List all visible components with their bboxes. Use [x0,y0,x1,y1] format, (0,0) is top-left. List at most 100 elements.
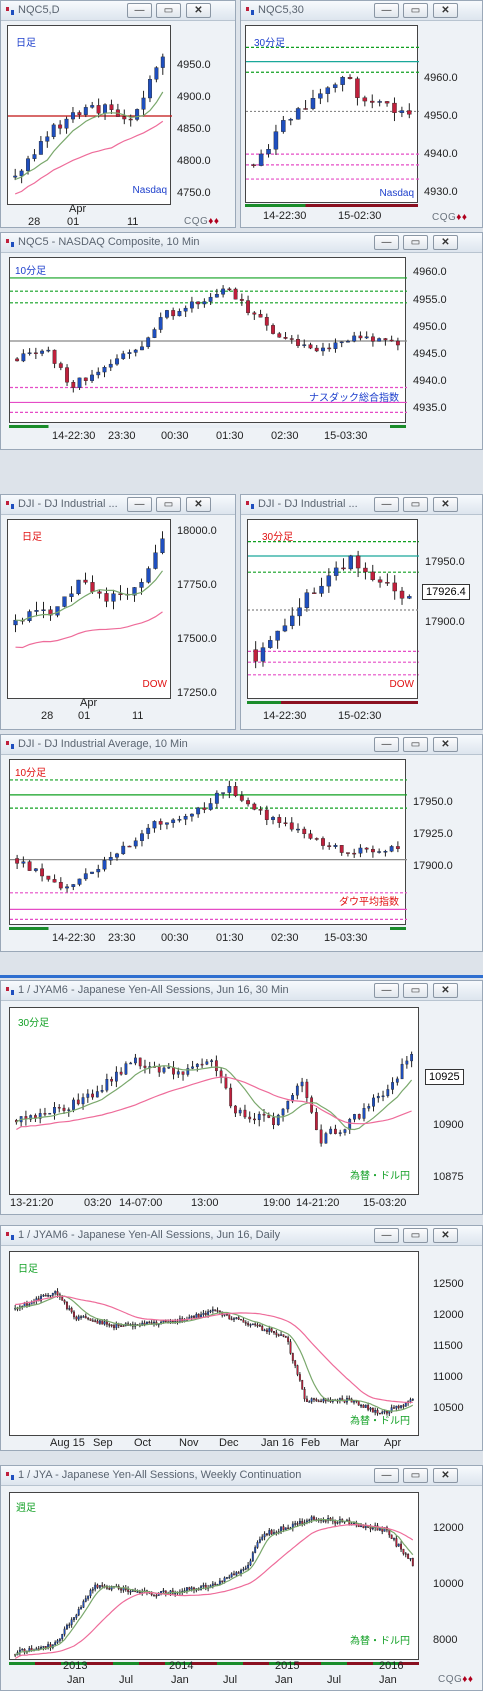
down-candle [395,1538,398,1547]
chart-plot-area[interactable]: 30分足 Nasdaq [245,25,419,203]
title-bar[interactable]: 1 / JYA - Japanese Yen-All Sessions, Wee… [1,1466,482,1486]
minimize-button[interactable]: — [374,983,399,998]
down-candle [193,1316,195,1318]
y-tick: 17900.0 [425,616,465,628]
up-candle [297,607,302,617]
title-bar[interactable]: DJI - DJ Industrial ... — ▭ ✕ [1,495,235,515]
restore-button[interactable]: ▭ [403,3,428,18]
close-button[interactable]: ✕ [186,497,211,512]
chart-plot-area[interactable]: 30分足 為替・ドル円 [9,1007,419,1195]
close-button[interactable]: ✕ [433,235,458,250]
down-candle [308,344,313,349]
up-candle [69,593,74,597]
close-button[interactable]: ✕ [433,3,458,18]
y-tick: 4960.0 [413,266,447,278]
close-button[interactable]: ✕ [433,1228,458,1243]
chart-window-nqc5-daily[interactable]: NQC5,D — ▭ ✕ 日足 Nasdaq 4950.0 4900.0 485… [0,0,236,228]
up-candle [383,851,388,853]
up-candle [235,1572,238,1576]
up-candle [48,1113,52,1115]
up-candle [358,847,363,854]
down-candle [171,310,176,317]
up-candle [367,1106,371,1109]
chart-window-dji-30min[interactable]: DJI - DJ Industrial ... — ▭ ✕ 30分足 DOW 1… [240,494,483,730]
chart-plot-area[interactable]: 10分足 ナスダック総合指数 [9,257,407,423]
minimize-button[interactable]: — [374,497,399,512]
chart-plot-area[interactable]: 週足 為替・ドル円 [9,1492,419,1660]
title-bar[interactable]: DJI - DJ Industrial Average, 10 Min — ▭ … [1,735,482,755]
down-candle [370,848,375,853]
title-bar[interactable]: 1 / JYAM6 - Japanese Yen-All Sessions, J… [1,1226,482,1246]
close-button[interactable]: ✕ [186,3,211,18]
up-candle [409,1558,412,1560]
restore-button[interactable]: ▭ [403,1468,428,1483]
title-bar[interactable]: NQC5 - NASDAQ Composite, 10 Min — ▭ ✕ [1,233,482,253]
up-candle [276,1114,280,1126]
title-bar[interactable]: DJI - DJ Industrial ... — ▭ ✕ [241,495,482,515]
restore-button[interactable]: ▭ [156,497,181,512]
x-tick: 23:30 [108,932,136,944]
minimize-button[interactable]: — [127,497,152,512]
minimize-button[interactable]: — [374,1468,399,1483]
up-candle [158,317,163,330]
minimize-button[interactable]: — [374,1228,399,1243]
chart-window-jpy-weekly[interactable]: 1 / JYA - Japanese Yen-All Sessions, Wee… [0,1465,483,1691]
restore-button[interactable]: ▭ [156,3,181,18]
chart-window-nqc5-30min[interactable]: NQC5,30 — ▭ ✕ 30分足 Nasdaq 4960.0 4950.0 … [240,0,483,228]
down-candle [407,1554,410,1559]
restore-button[interactable]: ▭ [403,235,428,250]
restore-button[interactable]: ▭ [403,737,428,752]
up-candle [227,786,232,793]
up-candle [84,1598,87,1602]
up-candle [110,1586,113,1590]
down-candle [321,838,325,846]
down-candle [218,1310,221,1313]
chart-window-jpy-daily[interactable]: 1 / JYAM6 - Japanese Yen-All Sessions, J… [0,1225,483,1451]
up-candle [247,1564,250,1569]
y-tick: 4850.0 [177,123,211,135]
minimize-button[interactable]: — [374,3,399,18]
down-candle [233,288,238,300]
y-tick: 11000 [433,1371,463,1383]
y-tick: 4955.0 [413,294,447,306]
chart-window-dji-10min[interactable]: DJI - DJ Industrial Average, 10 Min — ▭ … [0,734,483,952]
up-candle [268,640,273,648]
restore-button[interactable]: ▭ [403,983,428,998]
restore-button[interactable]: ▭ [403,497,428,512]
title-bar[interactable]: NQC5,30 — ▭ ✕ [241,1,482,21]
down-candle [358,335,363,339]
chart-plot-area[interactable]: 日足 為替・ドル円 [9,1251,419,1436]
up-candle [174,1592,177,1595]
up-candle [13,175,18,178]
chart-window-jpy-30min[interactable]: 1 / JYAM6 - Japanese Yen-All Sessions, J… [0,980,483,1215]
restore-button[interactable]: ▭ [403,1228,428,1243]
down-candle [395,340,400,346]
up-candle [146,337,151,347]
minimize-button[interactable]: — [374,737,399,752]
session-strip [9,1662,419,1665]
minimize-button[interactable]: — [127,3,152,18]
up-candle [54,1291,57,1294]
x-tick: 28 [41,710,54,722]
chart-window-nasdaq-10min[interactable]: NQC5 - NASDAQ Composite, 10 Min — ▭ ✕ 10… [0,232,483,450]
down-candle [58,882,63,889]
close-button[interactable]: ✕ [433,983,458,998]
up-candle [62,596,67,607]
timeframe-label: 30分足 [262,532,294,543]
down-candle [157,1066,161,1073]
chart-plot-area[interactable]: 日足 DOW [7,519,171,699]
close-button[interactable]: ✕ [433,737,458,752]
chart-plot-area[interactable]: 日足 Nasdaq [7,25,172,205]
title-bar[interactable]: 1 / JYAM6 - Japanese Yen-All Sessions, J… [1,981,482,1001]
up-candle [124,1063,128,1075]
title-bar[interactable]: NQC5,D — ▭ ✕ [1,1,235,21]
up-candle [111,593,116,602]
chart-plot-area[interactable]: 30分足 DOW [247,519,419,699]
down-candle [197,1314,200,1318]
minimize-button[interactable]: — [374,235,399,250]
close-button[interactable]: ✕ [433,1468,458,1483]
chart-plot-area[interactable]: 10分足 ダウ平均指数 [9,759,407,925]
down-candle [155,1594,158,1597]
chart-window-dji-daily[interactable]: DJI - DJ Industrial ... — ▭ ✕ 日足 DOW 180… [0,494,236,730]
close-button[interactable]: ✕ [433,497,458,512]
